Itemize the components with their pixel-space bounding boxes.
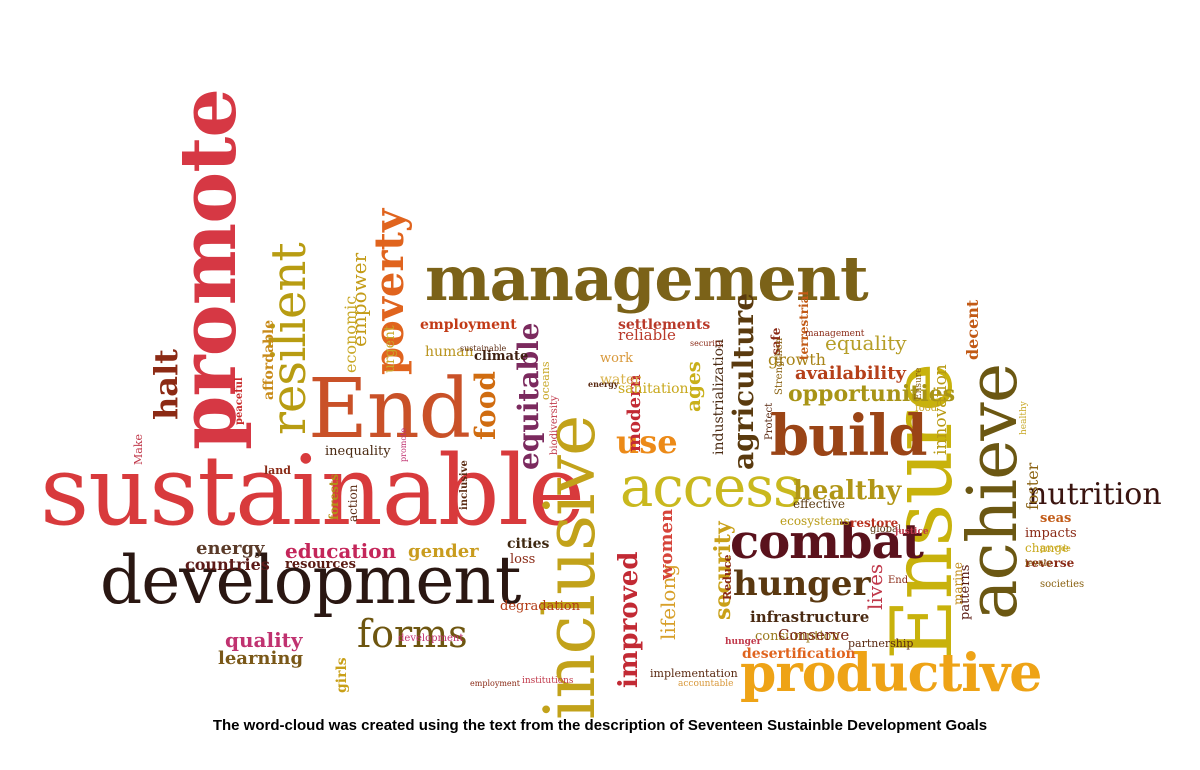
- word: human: [425, 344, 474, 360]
- word: ages: [681, 361, 705, 412]
- word: Protect: [764, 402, 775, 440]
- word: water: [600, 372, 641, 388]
- word: provide: [1040, 544, 1071, 553]
- word: consumption: [755, 629, 840, 644]
- word: reverse: [1025, 556, 1075, 570]
- word: change: [1025, 541, 1070, 555]
- word: promote: [399, 427, 408, 462]
- word: ecosystems: [780, 514, 850, 528]
- word: food: [469, 371, 502, 440]
- word: Conserve: [778, 626, 850, 644]
- word: Strengthen: [774, 337, 785, 395]
- word: productive: [740, 643, 1042, 704]
- word: terrestrial: [797, 291, 811, 360]
- word: peaceful: [234, 377, 245, 425]
- word: work: [600, 351, 634, 366]
- word: impacts: [1025, 526, 1077, 541]
- word: biodiversity: [549, 395, 560, 455]
- word: effective: [793, 497, 845, 511]
- word: foster: [1023, 462, 1042, 510]
- word: education: [285, 539, 397, 563]
- word: healthy: [1019, 401, 1029, 435]
- word: hunger: [725, 637, 762, 647]
- word: desertification: [742, 646, 856, 662]
- word: implementation: [650, 667, 738, 680]
- word: lives: [863, 563, 887, 610]
- word: societies: [1040, 579, 1085, 590]
- word: reliable: [618, 326, 676, 344]
- word: Ensure: [914, 367, 924, 400]
- word: cities: [507, 536, 550, 552]
- word: settlements: [618, 317, 711, 333]
- word: inclusive: [459, 460, 470, 510]
- word: employment: [470, 679, 521, 688]
- word: development: [100, 542, 521, 619]
- word: affordable: [261, 319, 277, 400]
- word: climate: [474, 349, 529, 364]
- word: combat: [730, 514, 924, 570]
- word: action: [346, 484, 360, 523]
- word: gender: [408, 541, 479, 562]
- word: seas: [1040, 511, 1072, 526]
- word: women: [656, 508, 677, 580]
- word: restore: [850, 516, 899, 530]
- word: forests: [327, 473, 341, 520]
- word: healthy: [793, 476, 902, 506]
- word: economic: [341, 295, 360, 373]
- word: End: [888, 575, 909, 586]
- word: access: [620, 455, 802, 520]
- word: justice: [895, 527, 929, 537]
- word: learning: [218, 648, 304, 669]
- word: availability: [795, 363, 906, 384]
- word: build: [770, 403, 928, 469]
- word: quality: [225, 628, 303, 652]
- word: improved: [614, 551, 644, 688]
- word: use: [616, 423, 678, 461]
- word: security: [690, 339, 723, 348]
- word: loss: [510, 552, 536, 567]
- word: countries: [185, 555, 270, 574]
- word: partnership: [848, 637, 914, 650]
- word: global: [870, 524, 902, 535]
- word: opportunities: [788, 381, 956, 407]
- word: Reduce: [721, 554, 734, 600]
- word: Make: [132, 434, 145, 465]
- word: agriculture: [727, 292, 760, 470]
- word: End: [308, 362, 471, 457]
- word: inequality: [325, 444, 391, 459]
- word: inclusive: [529, 415, 611, 720]
- word: hunger: [733, 564, 871, 604]
- word: nutrition: [1028, 477, 1162, 512]
- word: resources: [285, 557, 356, 572]
- word: levels: [1025, 559, 1052, 569]
- word: girls: [334, 657, 350, 693]
- word: land: [264, 464, 291, 477]
- word: urgent: [382, 325, 398, 373]
- word: sanitation: [618, 381, 689, 397]
- word: energy: [196, 538, 265, 559]
- word: accountable: [678, 679, 734, 689]
- word: decent: [963, 299, 982, 360]
- word: management: [425, 242, 869, 315]
- word: forms: [357, 612, 468, 656]
- word: employment: [420, 317, 517, 333]
- word: institutions: [522, 676, 574, 686]
- word: marine: [951, 562, 965, 605]
- word: growth: [768, 350, 826, 369]
- word: food: [915, 403, 938, 414]
- word: sustainable: [460, 344, 507, 353]
- word: infrastructure: [750, 608, 870, 626]
- word: development: [398, 633, 464, 644]
- word: equality: [825, 331, 907, 355]
- word: degradation: [500, 599, 580, 614]
- caption: The word-cloud was created using the tex…: [212, 717, 988, 734]
- word: sustainable: [40, 435, 585, 547]
- word: management: [805, 329, 865, 339]
- word: halt: [147, 349, 185, 420]
- word: energy: [588, 379, 619, 389]
- word: industrialization: [711, 338, 727, 455]
